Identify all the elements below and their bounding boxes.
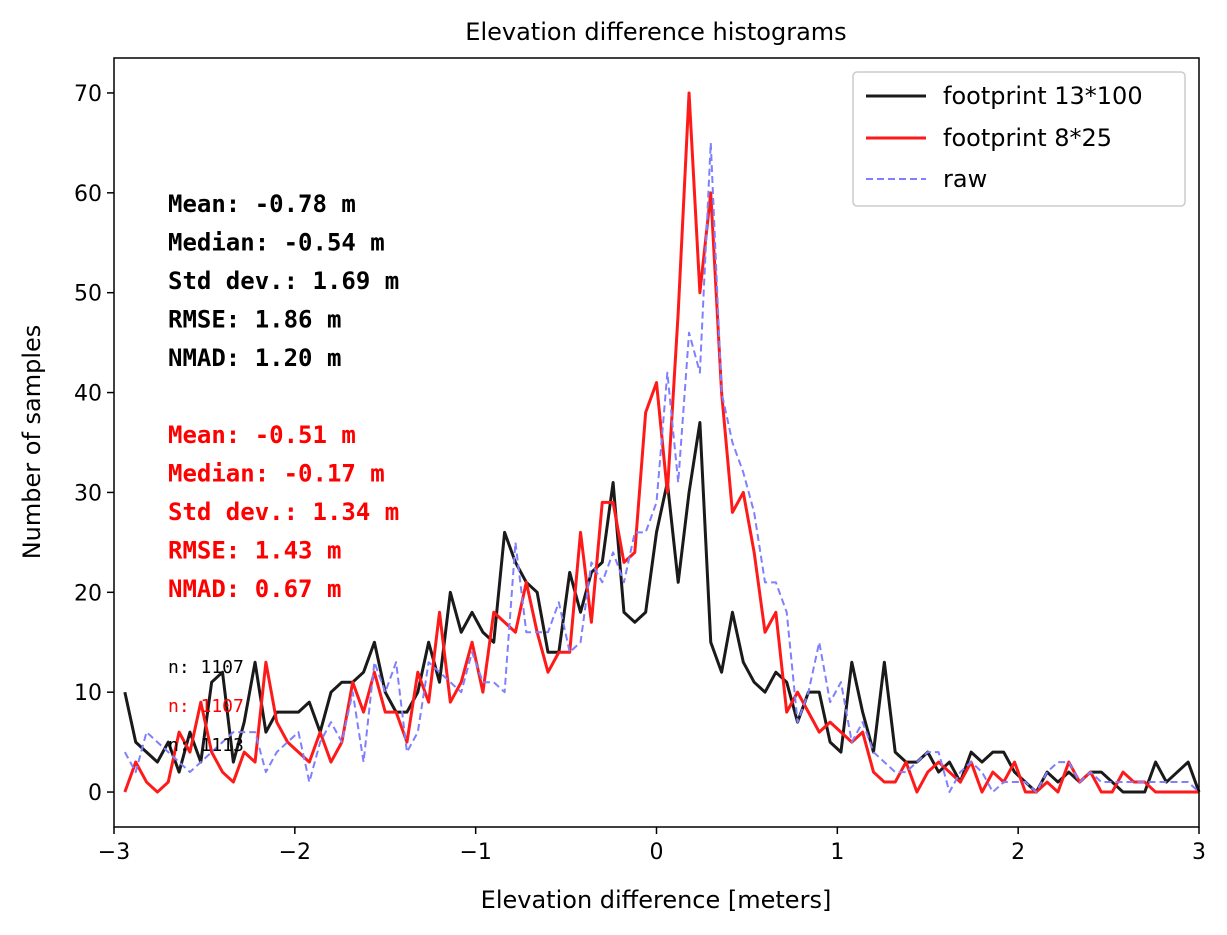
x-tick-label: −1 — [459, 840, 491, 865]
legend: footprint 13*100 footprint 8*25 raw — [852, 71, 1186, 207]
y-tick-label: 10 — [74, 681, 102, 706]
y-tick-label: 60 — [74, 182, 102, 207]
stat-nmad-footprint-13x100: NMAD: 1.20 m — [168, 344, 341, 372]
stat-std-dev-footprint-13x100: Std dev.: 1.69 m — [168, 267, 399, 295]
y-tick-label: 40 — [74, 382, 102, 407]
chart-title: Elevation difference histograms — [465, 18, 846, 46]
series-line-raw — [123, 141, 1200, 794]
sample-count-1: n: 1107 — [168, 657, 244, 678]
y-tick-label: 20 — [74, 581, 102, 606]
y-tick-label: 30 — [74, 481, 102, 506]
sample-count-3: n: 1113 — [168, 735, 244, 756]
x-tick-label: −3 — [98, 840, 130, 865]
stat-median-footprint-8x25: Median: -0.17 m — [168, 460, 385, 488]
legend-label-raw: raw — [943, 165, 987, 193]
y-tick-label: 70 — [74, 82, 102, 107]
x-tick-label: 0 — [650, 840, 664, 865]
stat-mean-footprint-8x25: Mean: -0.51 m — [168, 421, 356, 449]
stat-rmse-footprint-8x25: RMSE: 1.43 m — [168, 537, 341, 565]
x-tick-label: 2 — [1011, 840, 1025, 865]
stats-layer: Mean: -0.78 m Median: -0.54 m Std dev.: 1.… — [168, 190, 399, 756]
x-axis-label: Elevation difference [meters] — [481, 886, 832, 914]
y-tick-label: 0 — [88, 781, 102, 806]
stat-rmse-footprint-13x100: RMSE: 1.86 m — [168, 306, 341, 334]
series-layer — [123, 91, 1201, 794]
stat-median-footprint-13x100: Median: -0.54 m — [168, 229, 385, 257]
x-axis: −3 −2 −1 0 1 2 3 — [98, 827, 1206, 865]
sample-count-2: n: 1107 — [168, 696, 244, 717]
y-axis: 0 10 20 30 40 50 60 70 — [74, 82, 114, 806]
x-tick-label: 3 — [1192, 840, 1206, 865]
stat-nmad-footprint-8x25: NMAD: 0.67 m — [168, 575, 341, 603]
x-tick-label: −2 — [279, 840, 311, 865]
y-axis-label: Number of samples — [18, 325, 46, 560]
legend-label-footprint-13x100: footprint 13*100 — [943, 82, 1143, 110]
stat-std-dev-footprint-8x25: Std dev.: 1.34 m — [168, 498, 399, 526]
legend-box — [852, 71, 1186, 207]
legend-label-footprint-8x25: footprint 8*25 — [943, 124, 1112, 152]
stat-mean-footprint-13x100: Mean: -0.78 m — [168, 190, 356, 218]
x-tick-label: 1 — [830, 840, 844, 865]
y-tick-label: 50 — [74, 282, 102, 307]
